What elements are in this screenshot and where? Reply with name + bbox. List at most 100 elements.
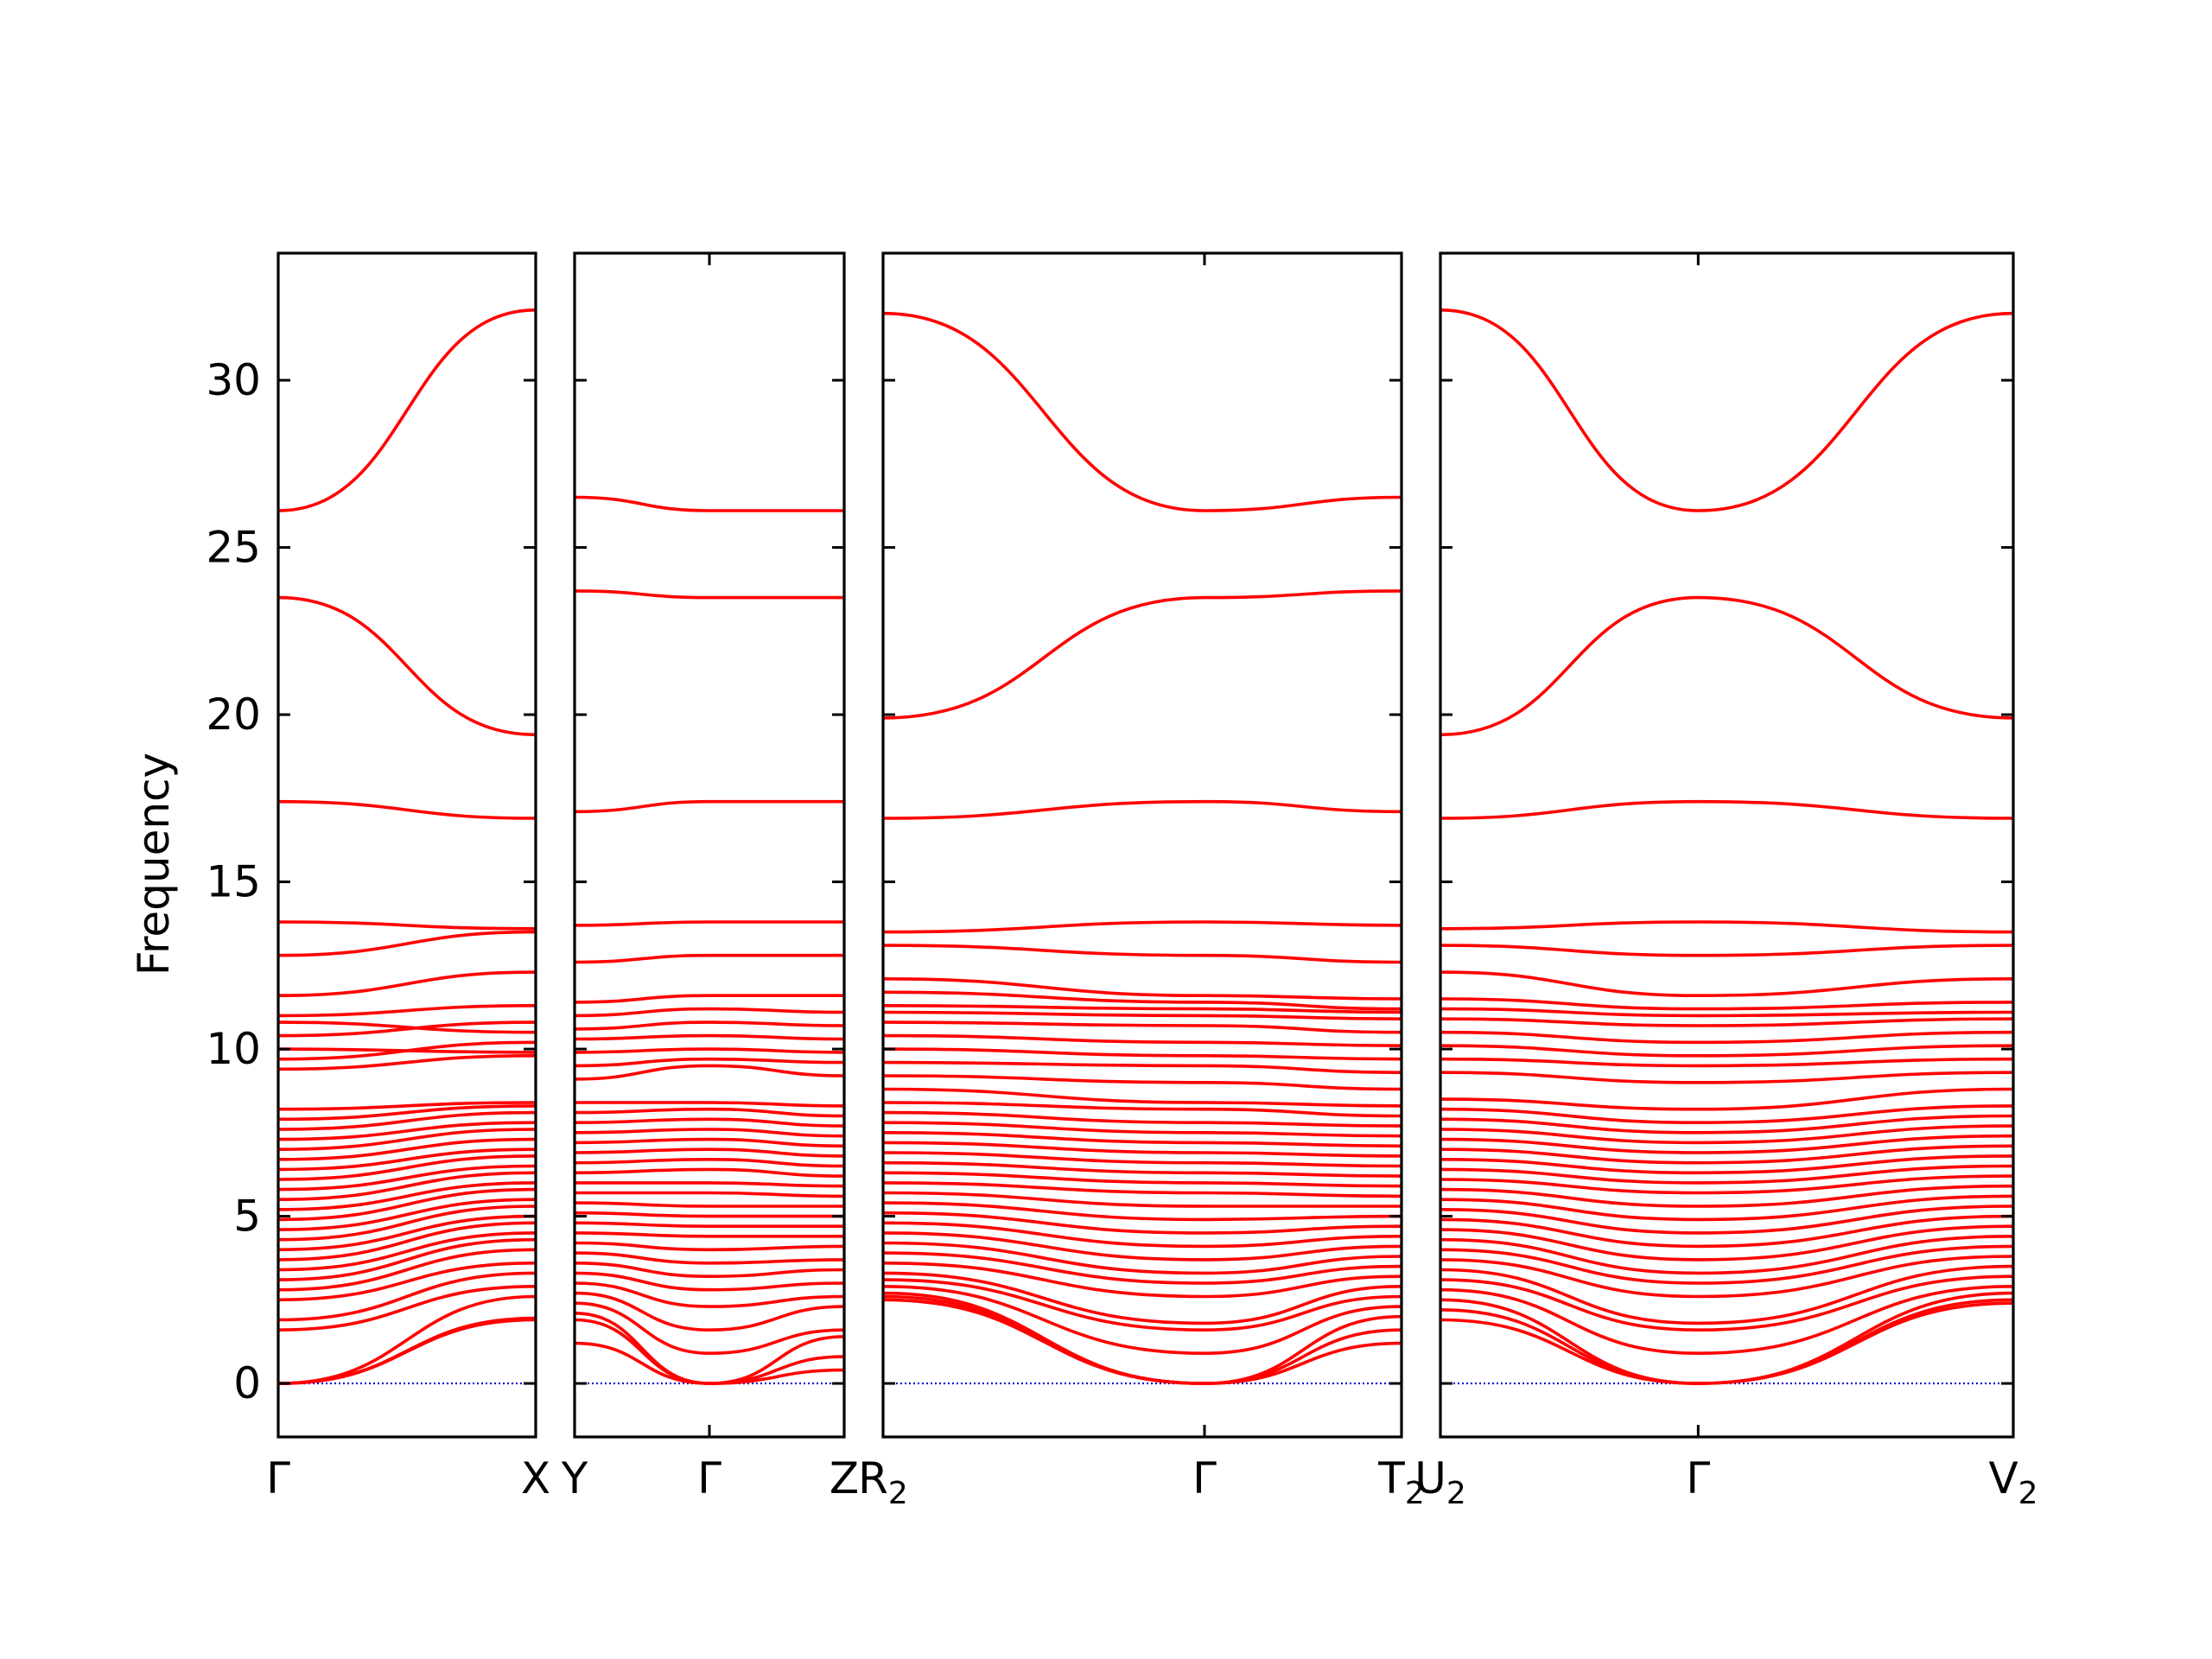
band-line [1440, 944, 2014, 957]
band-line [1440, 970, 2014, 998]
band-line [277, 1054, 537, 1071]
band-line [277, 595, 537, 737]
band-line [1440, 1087, 2014, 1111]
band-line [1440, 1194, 2014, 1222]
band-line [1440, 1134, 2014, 1154]
band-line [1440, 1071, 2014, 1084]
band-line [277, 1262, 537, 1302]
band-line [882, 1241, 1402, 1275]
band-line [1440, 1244, 2014, 1285]
band-line [575, 1181, 845, 1188]
y-tick-label: 0 [233, 1358, 261, 1408]
band-line [277, 1294, 537, 1385]
band-line [574, 994, 844, 1004]
band-line [882, 1110, 1402, 1128]
band-line [574, 1033, 845, 1041]
band-line [574, 1147, 845, 1158]
band-line [277, 1137, 537, 1161]
band-line [882, 1121, 1402, 1138]
band-line [882, 1251, 1402, 1285]
band-line [882, 1141, 1402, 1158]
x-tick-label: Γ [1192, 1453, 1217, 1503]
band-line [882, 799, 1402, 820]
band-line [1440, 997, 2014, 1011]
band-line [1440, 1174, 2014, 1195]
band-line [882, 1004, 1402, 1014]
band-line [574, 1291, 845, 1332]
band-line [1440, 1224, 2014, 1262]
band-line [574, 1167, 845, 1178]
band-line [277, 1237, 537, 1281]
band-line [277, 1221, 537, 1262]
band-line [1440, 1007, 2014, 1018]
band-line [277, 1121, 537, 1141]
y-axis: 0 5 10 15 20 25 30 [206, 355, 261, 1408]
band-line [574, 1211, 844, 1218]
band-line [1440, 1114, 2014, 1135]
band-line [882, 1291, 1402, 1385]
band-line [574, 1064, 845, 1081]
x-tick-label: U2 [1414, 1453, 1466, 1511]
band-line [277, 1147, 537, 1172]
x-tick-label: X [521, 1453, 550, 1503]
band-line [1440, 799, 2014, 820]
band-line [882, 1231, 1402, 1262]
band-line [574, 1007, 845, 1018]
band-line [277, 1101, 537, 1111]
band-line [882, 990, 1402, 1011]
band-line [277, 920, 537, 931]
band-line [574, 1128, 845, 1138]
band-line [277, 1181, 537, 1211]
band-line [882, 1201, 1402, 1222]
band-line [574, 799, 844, 814]
band-line [277, 1164, 537, 1192]
band-line [574, 589, 844, 600]
band-line [1440, 1264, 2014, 1325]
band-line [574, 1231, 845, 1238]
band-line [882, 1271, 1402, 1325]
band-line [882, 1191, 1402, 1208]
x-tick-label: R2 [858, 1453, 908, 1511]
panel-4: U2 Γ V2 [1414, 251, 2038, 1511]
band-line [1440, 1291, 2014, 1385]
band-line [277, 1128, 537, 1151]
panel-frame [276, 251, 537, 1439]
band-line [277, 1171, 537, 1201]
band-line [1440, 1274, 2014, 1332]
panel-frame [573, 251, 846, 1439]
band-line [882, 1211, 1402, 1235]
band-line [882, 1074, 1402, 1091]
band-line [574, 1262, 845, 1279]
band-line [1440, 1184, 2014, 1208]
band-line [882, 1285, 1402, 1356]
band-line [574, 1020, 845, 1031]
band-line [882, 1010, 1402, 1020]
band-line [574, 1241, 845, 1252]
band-line [1440, 920, 2014, 934]
band-line [277, 1110, 537, 1131]
band-line [882, 920, 1402, 934]
x-tick-label: V2 [1988, 1453, 2037, 1511]
band-line [277, 1285, 537, 1332]
band-line [882, 1060, 1402, 1074]
y-tick-label: 10 [206, 1024, 261, 1074]
panel-frame [1439, 251, 2015, 1439]
band-line [882, 1101, 1402, 1118]
band-line [574, 1251, 845, 1265]
band-line [1440, 1235, 2014, 1275]
band-line [277, 1205, 537, 1242]
band-line [1440, 1044, 2014, 1058]
band-line [277, 1020, 537, 1034]
band-line [277, 1004, 537, 1018]
band-line [277, 1104, 537, 1122]
band-line [1440, 1057, 2014, 1068]
band-line [574, 495, 844, 512]
band-line [1440, 308, 2014, 512]
band-line [1440, 1030, 2014, 1045]
band-line [574, 1281, 845, 1308]
band-line [882, 311, 1402, 512]
band-line [1440, 595, 2014, 737]
